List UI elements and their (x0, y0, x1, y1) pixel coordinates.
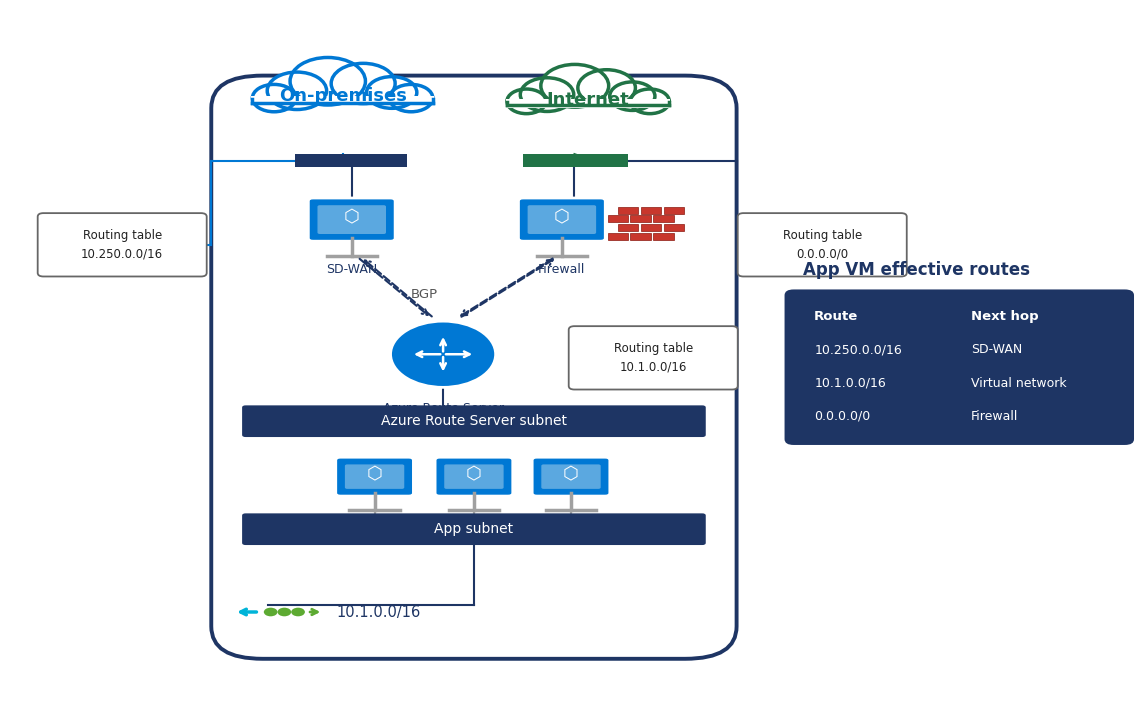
Bar (251, 92, 434, 105)
Circle shape (290, 58, 365, 105)
Circle shape (252, 84, 296, 112)
Bar (653, 233, 674, 240)
Text: Routing table
10.250.0.0/16: Routing table 10.250.0.0/16 (81, 229, 163, 261)
FancyBboxPatch shape (435, 457, 513, 496)
Bar (506, 99, 670, 107)
FancyBboxPatch shape (345, 464, 404, 489)
Text: Virtual network: Virtual network (971, 377, 1067, 390)
Circle shape (391, 321, 496, 387)
Text: Internet: Internet (547, 91, 629, 109)
Bar (295, 154, 407, 167)
Bar (506, 96, 670, 107)
Bar (653, 215, 674, 222)
Text: 10.1.0.0/16: 10.1.0.0/16 (814, 377, 886, 390)
Text: ⬡: ⬡ (554, 209, 570, 227)
FancyBboxPatch shape (211, 76, 737, 659)
Circle shape (521, 78, 573, 112)
Bar (608, 233, 628, 240)
Circle shape (507, 89, 546, 114)
Circle shape (610, 82, 654, 110)
Text: Route: Route (814, 310, 859, 323)
FancyBboxPatch shape (38, 213, 207, 276)
Circle shape (367, 76, 417, 108)
FancyBboxPatch shape (518, 198, 605, 241)
Circle shape (267, 72, 327, 109)
FancyBboxPatch shape (738, 213, 907, 276)
Text: Routing table
0.0.0.0/0: Routing table 0.0.0.0/0 (782, 229, 862, 261)
Circle shape (578, 70, 635, 106)
Text: SD-WAN: SD-WAN (971, 343, 1022, 356)
Circle shape (389, 84, 433, 112)
Text: App subnet: App subnet (434, 522, 514, 536)
Bar (630, 215, 651, 222)
Circle shape (278, 608, 291, 616)
Bar (641, 224, 661, 231)
FancyBboxPatch shape (336, 457, 413, 496)
Circle shape (541, 64, 609, 107)
Text: ⬡: ⬡ (466, 466, 482, 484)
Bar (618, 224, 638, 231)
Text: ⬡: ⬡ (563, 466, 579, 484)
Text: 10.1.0.0/16: 10.1.0.0/16 (337, 605, 421, 619)
Circle shape (630, 89, 669, 114)
Bar (523, 154, 628, 167)
Text: BGP: BGP (411, 288, 439, 301)
Circle shape (291, 608, 305, 616)
Text: Next hop: Next hop (971, 310, 1038, 323)
Circle shape (264, 608, 278, 616)
Bar (608, 215, 628, 222)
FancyBboxPatch shape (785, 289, 1134, 445)
Text: App VM effective routes: App VM effective routes (803, 261, 1030, 279)
FancyBboxPatch shape (541, 464, 601, 489)
Text: Azure Route Server subnet: Azure Route Server subnet (381, 414, 566, 428)
FancyBboxPatch shape (444, 464, 504, 489)
Text: Azure Route Server: Azure Route Server (383, 402, 504, 415)
Bar (641, 207, 661, 214)
FancyBboxPatch shape (569, 326, 738, 390)
Text: Firewall: Firewall (538, 263, 586, 276)
Text: 0.0.0.0/0: 0.0.0.0/0 (814, 410, 870, 423)
Text: SD-WAN: SD-WAN (327, 263, 377, 276)
FancyBboxPatch shape (528, 205, 596, 234)
Circle shape (331, 63, 395, 104)
Text: ⬡: ⬡ (344, 209, 360, 227)
Bar (630, 233, 651, 240)
Text: ⬡: ⬡ (367, 466, 383, 484)
FancyBboxPatch shape (242, 513, 706, 545)
Text: Routing table
10.1.0.0/16: Routing table 10.1.0.0/16 (613, 342, 693, 374)
FancyBboxPatch shape (308, 198, 395, 241)
Bar (251, 96, 434, 105)
FancyBboxPatch shape (532, 457, 610, 496)
Bar (618, 207, 638, 214)
FancyBboxPatch shape (242, 405, 706, 437)
Text: 10.250.0.0/16: 10.250.0.0/16 (814, 343, 902, 356)
Bar (664, 224, 684, 231)
Text: On-premises: On-premises (279, 88, 407, 106)
Bar (664, 207, 684, 214)
FancyBboxPatch shape (317, 205, 386, 234)
Text: Firewall: Firewall (971, 410, 1018, 423)
